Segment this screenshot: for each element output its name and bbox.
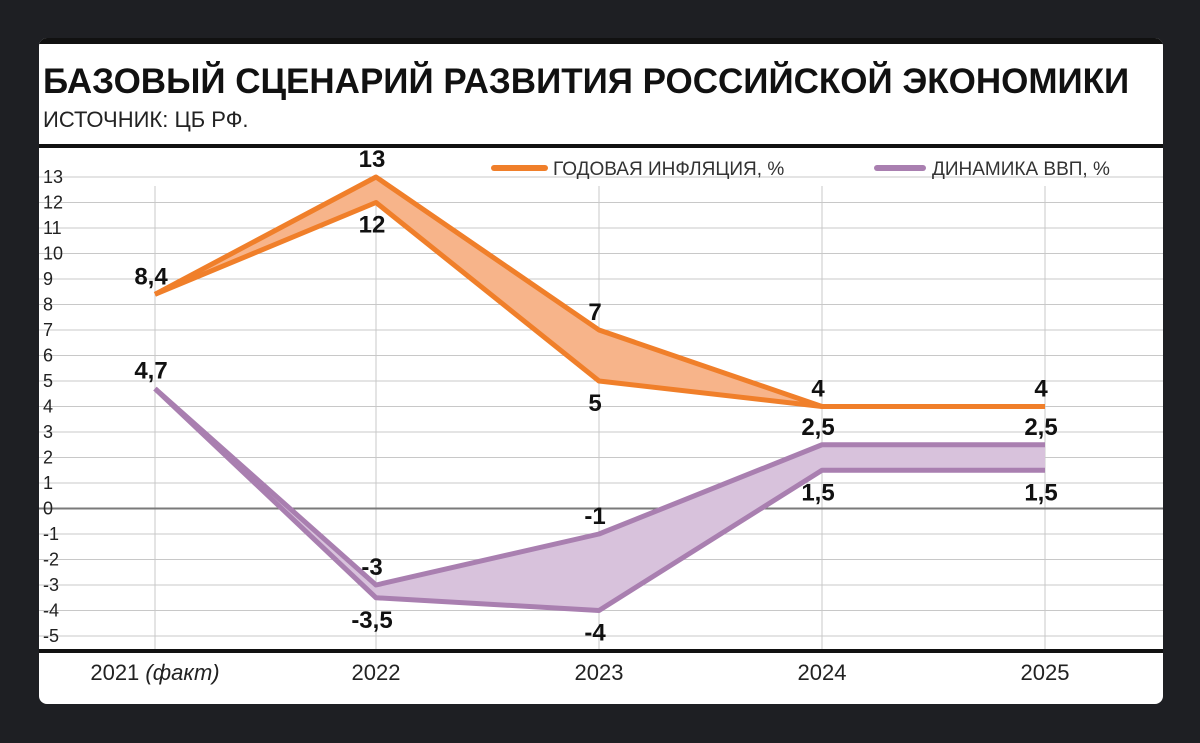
x-tick-label: 2024 bbox=[798, 660, 847, 685]
top-rule bbox=[39, 38, 1163, 44]
y-tick-label: 11 bbox=[43, 218, 62, 238]
series-band-2 bbox=[155, 388, 1045, 611]
data-label-lower: 5 bbox=[588, 390, 601, 417]
data-label-upper: 4,7 bbox=[134, 358, 167, 385]
header-rule bbox=[39, 144, 1163, 148]
y-tick-label: -3 bbox=[43, 575, 59, 595]
x-tick-labels: 2021 (факт) 2022 2023 2024 2025 bbox=[90, 660, 1069, 685]
x-tick-label: 2021 (факт) bbox=[90, 660, 219, 685]
data-label-upper: 4 bbox=[811, 376, 825, 403]
y-tick-label: -2 bbox=[43, 550, 59, 570]
y-tick-label: -5 bbox=[43, 626, 59, 646]
data-label-upper: -3 bbox=[361, 554, 382, 581]
y-tick-label: 0 bbox=[43, 499, 53, 519]
y-tick-label: 6 bbox=[43, 346, 53, 366]
series-line-lower-2 bbox=[153, 386, 1045, 613]
data-label-upper: 2,5 bbox=[1024, 414, 1057, 441]
series-line-layer bbox=[153, 174, 1045, 613]
y-tick-label: 4 bbox=[43, 397, 53, 417]
data-label-upper: 7 bbox=[588, 299, 601, 326]
y-tick-label: 1 bbox=[43, 473, 53, 493]
data-labels: 8,4 13 7 4 4 12 5 4,7 -3 -1 2,5 2,5 -3,5 -4 1,5 1,5 bbox=[134, 146, 1057, 647]
data-label-upper: 8,4 bbox=[134, 263, 168, 290]
series-band-1 bbox=[155, 177, 1045, 407]
y-tick-label: 5 bbox=[43, 371, 53, 391]
band-fill-layer bbox=[155, 177, 1045, 611]
y-tick-label: 3 bbox=[43, 422, 53, 442]
legend-label-2: ДИНАМИКА ВВП, % bbox=[932, 159, 1110, 180]
data-label-upper: 2,5 bbox=[801, 414, 834, 441]
data-label-lower: 12 bbox=[359, 212, 386, 239]
x-tick-label: 2023 bbox=[575, 660, 624, 685]
chart-subtitle: ИСТОЧНИК: ЦБ РФ. bbox=[43, 107, 249, 132]
y-tick-label: 12 bbox=[43, 193, 63, 213]
data-label-lower: 1,5 bbox=[801, 479, 834, 506]
series-line-lower-1 bbox=[154, 200, 1045, 409]
chart-svg: БАЗОВЫЙ СЦЕНАРИЙ РАЗВИТИЯ РОССИЙСКОЙ ЭКО… bbox=[39, 38, 1163, 685]
data-label-lower: -4 bbox=[584, 620, 606, 647]
x-axis-rule bbox=[39, 649, 1163, 653]
chart-card: БАЗОВЫЙ СЦЕНАРИЙ РАЗВИТИЯ РОССИЙСКОЙ ЭКО… bbox=[39, 38, 1163, 704]
chart-title: БАЗОВЫЙ СЦЕНАРИЙ РАЗВИТИЯ РОССИЙСКОЙ ЭКО… bbox=[43, 61, 1129, 101]
y-tick-label: 9 bbox=[43, 269, 53, 289]
y-tick-label: -4 bbox=[43, 601, 59, 621]
data-label-lower: 1,5 bbox=[1024, 479, 1057, 506]
data-label-upper: 13 bbox=[359, 146, 386, 173]
y-tick-label: 10 bbox=[43, 244, 63, 264]
legend-label-1: ГОДОВАЯ ИНФЛЯЦИЯ, % bbox=[553, 159, 784, 180]
data-label-upper: -1 bbox=[584, 503, 605, 530]
data-label-upper: 4 bbox=[1034, 376, 1048, 403]
y-tick-label: 2 bbox=[43, 448, 53, 468]
legend: ГОДОВАЯ ИНФЛЯЦИЯ, % ДИНАМИКА ВВП, % bbox=[491, 159, 1110, 180]
y-tick-label: 8 bbox=[43, 295, 53, 315]
x-tick-label: 2025 bbox=[1021, 660, 1070, 685]
series-line-upper-2 bbox=[153, 386, 1045, 588]
data-label-lower: -3,5 bbox=[351, 607, 392, 634]
x-tick-label: 2022 bbox=[352, 660, 401, 685]
y-tick-label: 7 bbox=[43, 320, 53, 340]
y-tick-label: -1 bbox=[43, 524, 59, 544]
y-tick-label: 13 bbox=[43, 167, 63, 187]
